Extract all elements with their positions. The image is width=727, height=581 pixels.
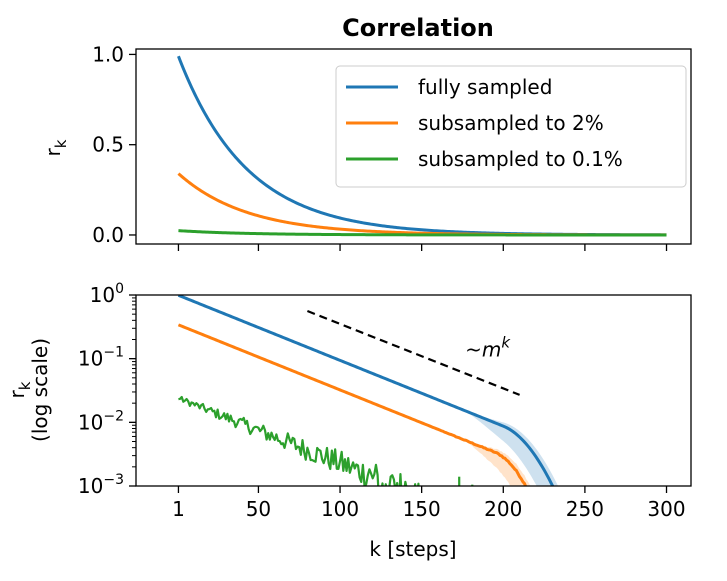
y-tick-exponent: −3 <box>103 472 124 488</box>
legend-label: fully sampled <box>418 75 552 99</box>
y-tick-exponent: −2 <box>103 408 124 424</box>
bottom-y-axis-label-line2: (log scale) <box>28 338 52 442</box>
bottom-x-tick-label: 150 <box>403 497 441 521</box>
confidence-band-1 <box>464 410 559 486</box>
guide-annotation-base: m <box>482 337 501 361</box>
top-panel: 0.0 0.5 1.0 rk fully sampled subsampled to … <box>41 42 692 251</box>
top-y-label-sub: k <box>52 139 70 148</box>
bottom-y-label-r: r <box>5 389 29 398</box>
y-tick-base: 10 <box>78 347 103 371</box>
top-plot-frame <box>135 48 692 245</box>
y-tick-base: 10 <box>90 283 115 307</box>
y-tick-exponent: 0 <box>115 281 124 297</box>
confidence-band-2 <box>464 439 531 486</box>
top-y-axis-label: rk <box>41 139 70 156</box>
bottom-y-tick-label: 10−3 <box>78 472 124 498</box>
guide-annotation: ~mk <box>465 333 511 361</box>
legend-label: subsampled to 2% <box>418 111 604 135</box>
x-axis-label: k [steps] <box>369 537 456 561</box>
bottom-series-line-1 <box>177 295 555 486</box>
y-tick-base: 10 <box>78 474 103 498</box>
bottom-x-tick-label: 250 <box>566 497 604 521</box>
top-y-tick-label: 1.0 <box>92 42 124 66</box>
top-series-line-3 <box>178 229 667 237</box>
bottom-plot-frame <box>135 294 692 487</box>
legend-box <box>335 65 687 188</box>
top-y-tick-label: 0.0 <box>92 223 124 247</box>
top-y-tick-label: 0.5 <box>92 133 124 157</box>
bottom-x-tick-label: 200 <box>484 497 522 521</box>
bottom-x-tick-label: 1 <box>172 497 185 521</box>
bottom-y-tick-label: 100 <box>90 281 124 307</box>
bottom-y-tick-label: 10−2 <box>78 408 124 434</box>
legend: fully sampled subsampled to 2% subsampled … <box>335 65 687 188</box>
guide-annotation-tilde: ~ <box>465 337 482 361</box>
bottom-x-tick-label: 50 <box>246 497 271 521</box>
bottom-x-tick-label: 100 <box>321 497 359 521</box>
chart-title: Correlation <box>342 14 494 42</box>
guide-annotation-sup: k <box>501 333 511 351</box>
bottom-y-axis-label: rk <box>5 381 34 398</box>
top-y-label-r: r <box>41 147 65 156</box>
bottom-y-label-sub: k <box>16 381 34 390</box>
bottom-y-tick-label: 10−1 <box>78 345 124 371</box>
bottom-x-tick-label: 300 <box>647 497 685 521</box>
bottom-series-line-2 <box>177 323 528 486</box>
y-tick-exponent: −1 <box>103 345 124 361</box>
legend-label: subsampled to 0.1% <box>418 147 623 171</box>
y-tick-base: 10 <box>78 410 103 434</box>
